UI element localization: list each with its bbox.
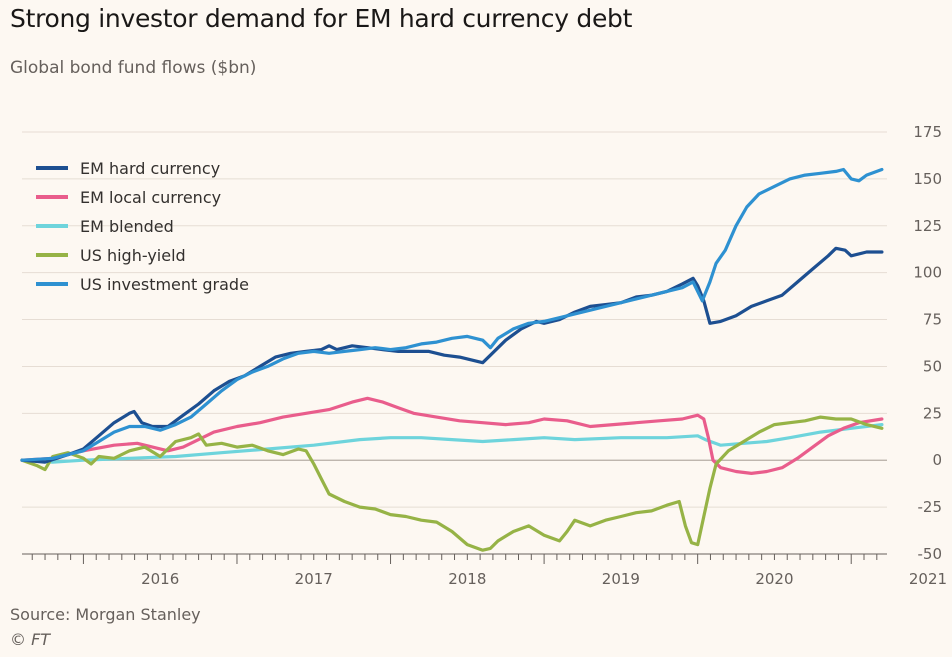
y-tick-label: 50 [923, 357, 942, 375]
y-tick-label: 175 [913, 123, 942, 141]
legend-label: EM hard currency [80, 159, 220, 178]
y-tick-label: 0 [932, 451, 942, 469]
x-tick-label: 2020 [755, 570, 793, 588]
x-tick-label: 2019 [602, 570, 640, 588]
y-tick-label: 100 [913, 264, 942, 282]
series-line-em-hard-currency [20, 246, 884, 464]
x-axis: 2016 2017 2018 2019 2020 2021 [31, 554, 947, 588]
y-tick-label: 150 [913, 170, 942, 188]
legend-label: US high-yield [80, 246, 186, 265]
x-tick-label: 2017 [295, 570, 333, 588]
chart-series [20, 167, 884, 552]
chart-legend: EM hard currency EM local currency EM blen… [36, 159, 249, 294]
legend-label: EM blended [80, 217, 174, 236]
legend-label: EM local currency [80, 188, 221, 207]
chart-title: Strong investor demand for EM hard curre… [10, 4, 633, 33]
y-tick-label: 25 [923, 404, 942, 422]
chart-subtitle: Global bond fund flows ($bn) [10, 58, 257, 78]
y-tick-label: 125 [913, 217, 942, 235]
series-line-em-local-currency [20, 396, 884, 475]
series-line-us-high-yield [20, 415, 884, 552]
series-line-us-investment-grade [20, 167, 884, 462]
chart-grid [22, 131, 887, 555]
y-tick-label: -50 [918, 545, 943, 563]
y-tick-label: -25 [918, 498, 943, 516]
x-tick-label: 2021 [909, 570, 947, 588]
chart-credit: © FT [10, 630, 51, 649]
series-line-em-blended [20, 423, 884, 464]
legend-label: US investment grade [80, 275, 249, 294]
x-tick-label: 2016 [141, 570, 179, 588]
x-tick-label: 2018 [448, 570, 486, 588]
y-tick-label: 75 [923, 311, 942, 329]
chart-source: Source: Morgan Stanley [10, 605, 201, 624]
y-axis: 175 150 125 100 75 50 25 0 -25 -50 [913, 123, 942, 563]
